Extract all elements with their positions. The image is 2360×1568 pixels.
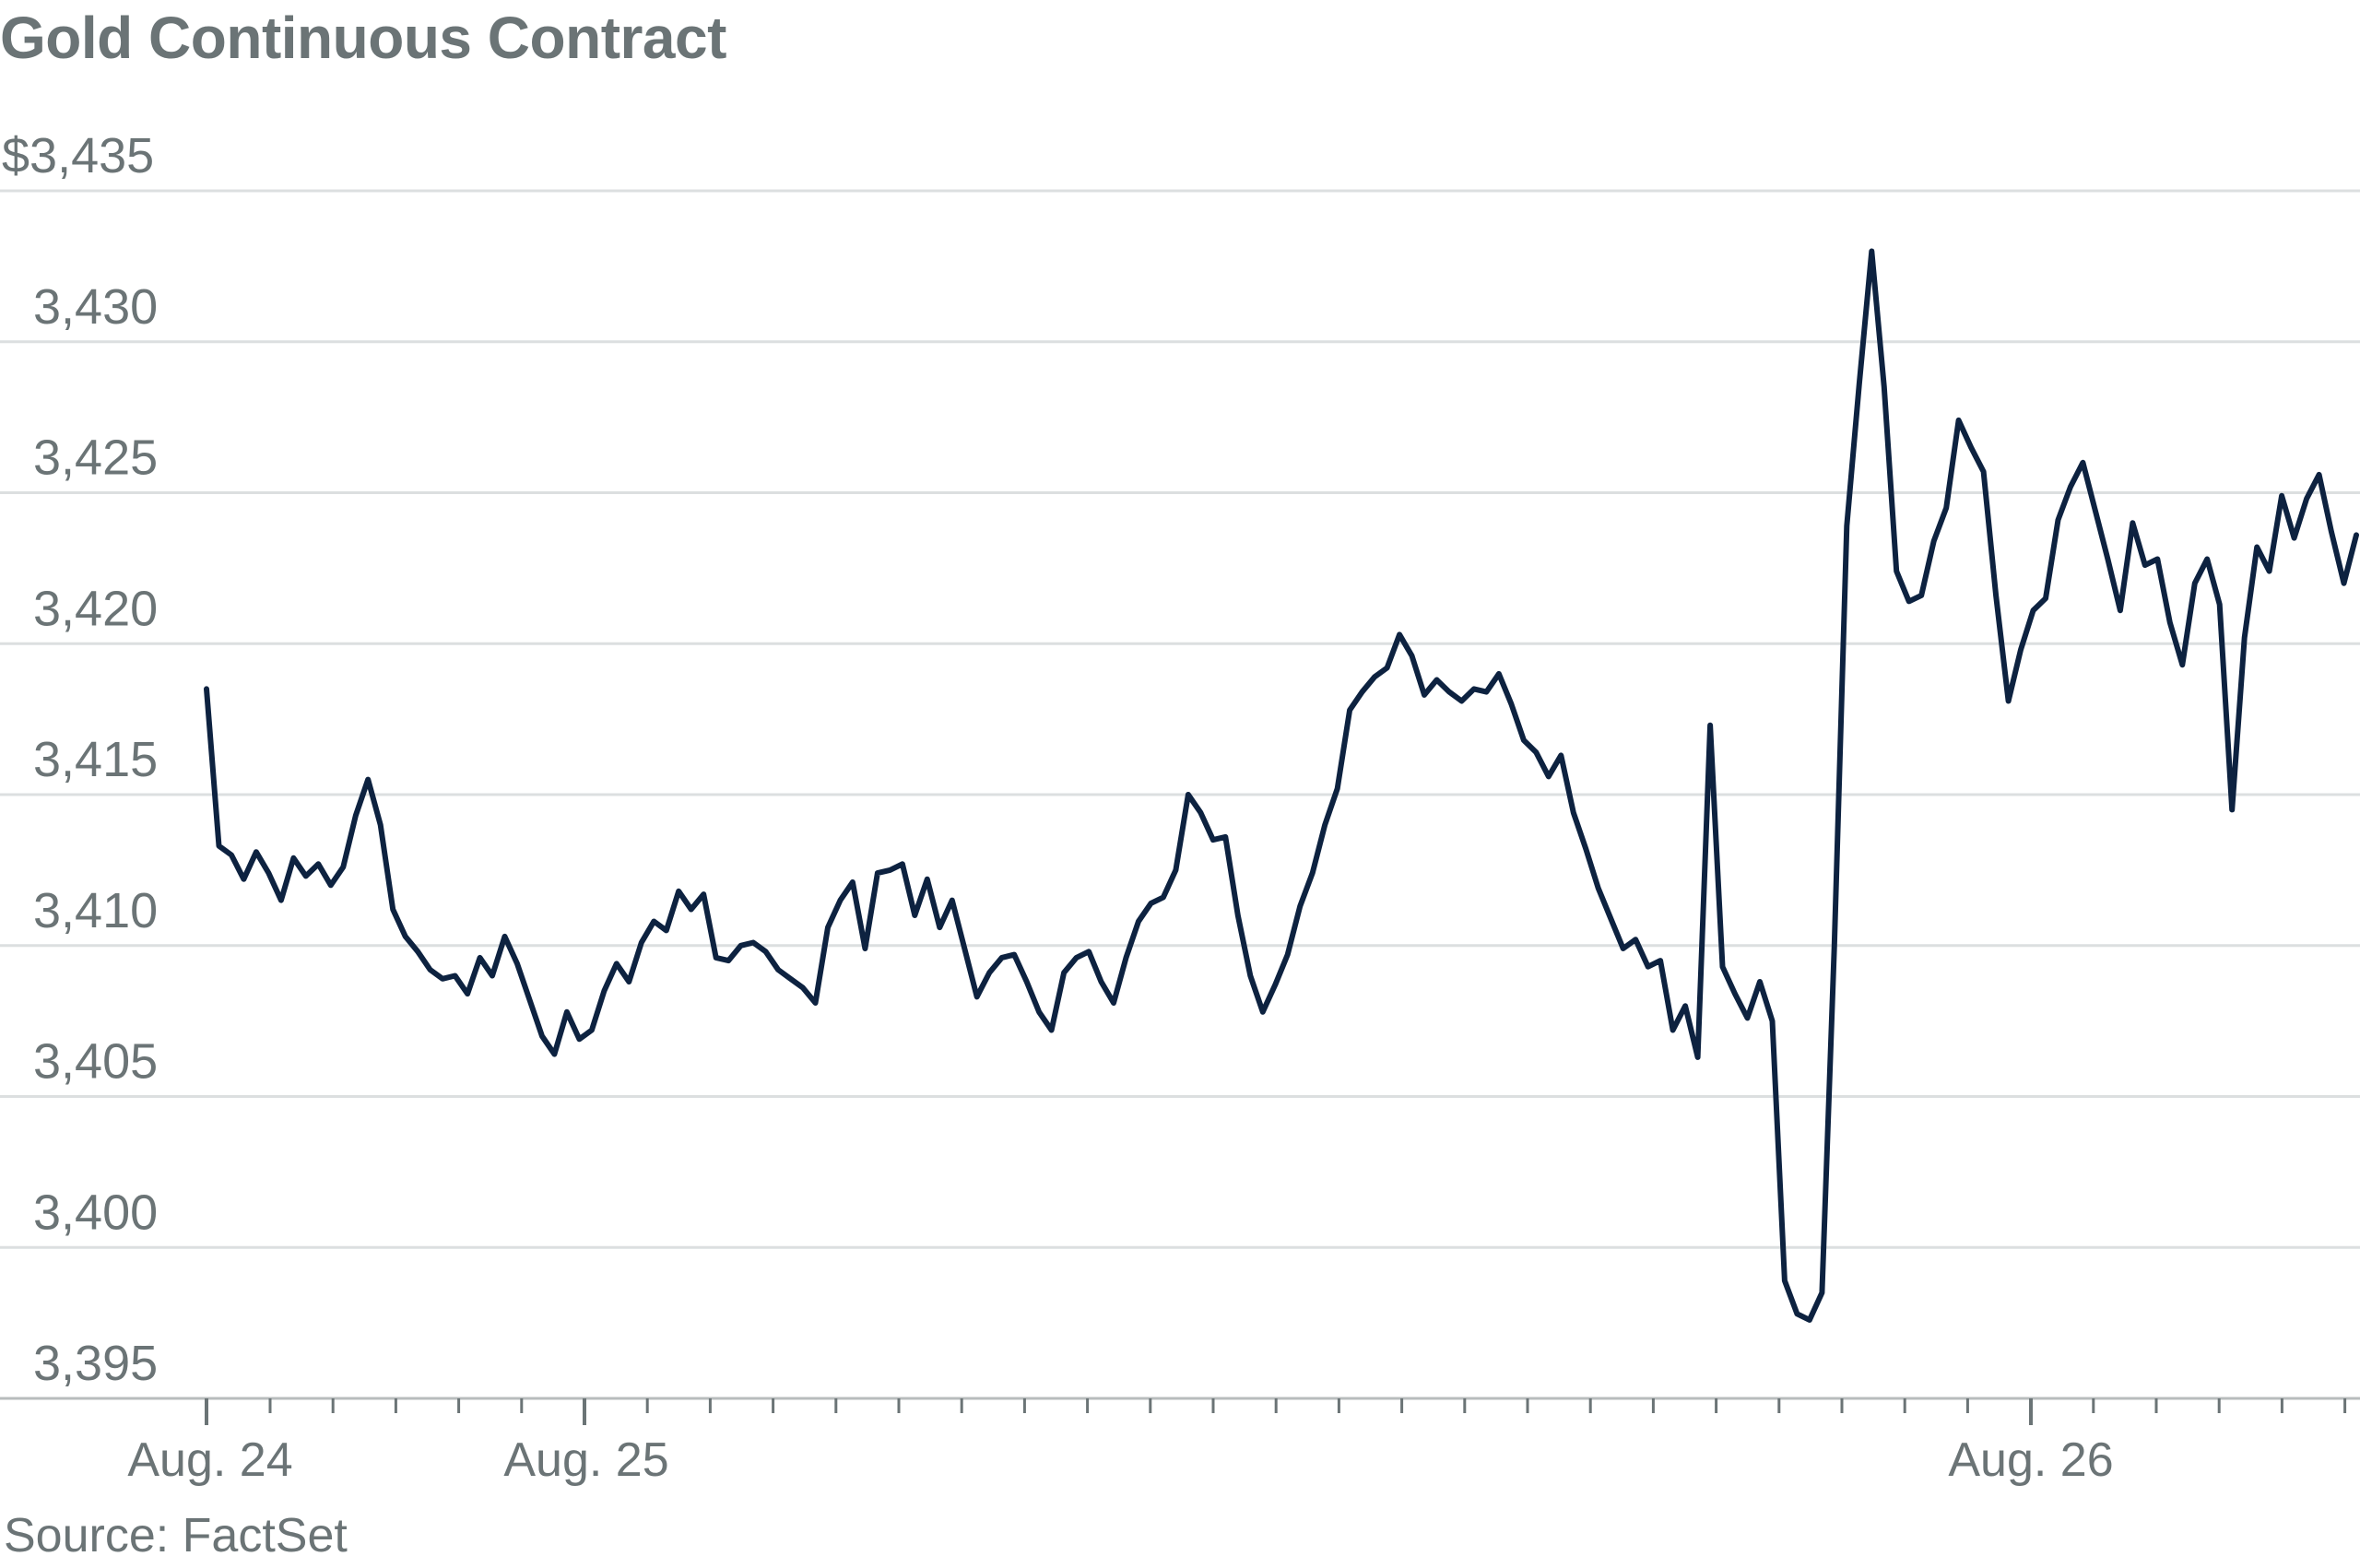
price-line	[204, 248, 2359, 1323]
x-tick-label-aug-26: Aug. 26	[1948, 1433, 2113, 1487]
y-tick-label: 3,405	[33, 1034, 158, 1090]
y-tick-label: 3,420	[33, 581, 158, 636]
y-tick-label: 3,410	[33, 883, 158, 938]
gridlines	[0, 189, 2360, 1249]
y-tick-label: 3,395	[33, 1336, 158, 1391]
y-axis: $3,435 3,430 3,425 3,420 3,415 3,410 3,405 3,40…	[2, 128, 158, 1391]
y-tick-label: 3,430	[33, 279, 158, 335]
x-tick-label-aug-24: Aug. 24	[127, 1433, 292, 1487]
source-note: Source: FactSet	[4, 1509, 348, 1562]
y-tick-label: 3,425	[33, 430, 158, 486]
chart-title: Gold Continuous Contract	[0, 5, 726, 71]
x-axis: Aug. 24 Aug. 25 Aug. 26	[127, 1398, 2114, 1487]
y-tick-label: 3,400	[33, 1185, 158, 1240]
x-axis-minor-ticks	[268, 1398, 2347, 1413]
y-tick-label: $3,435	[2, 128, 154, 183]
y-tick-label: 3,415	[33, 732, 158, 787]
x-tick-label-aug-25: Aug. 25	[503, 1433, 668, 1487]
